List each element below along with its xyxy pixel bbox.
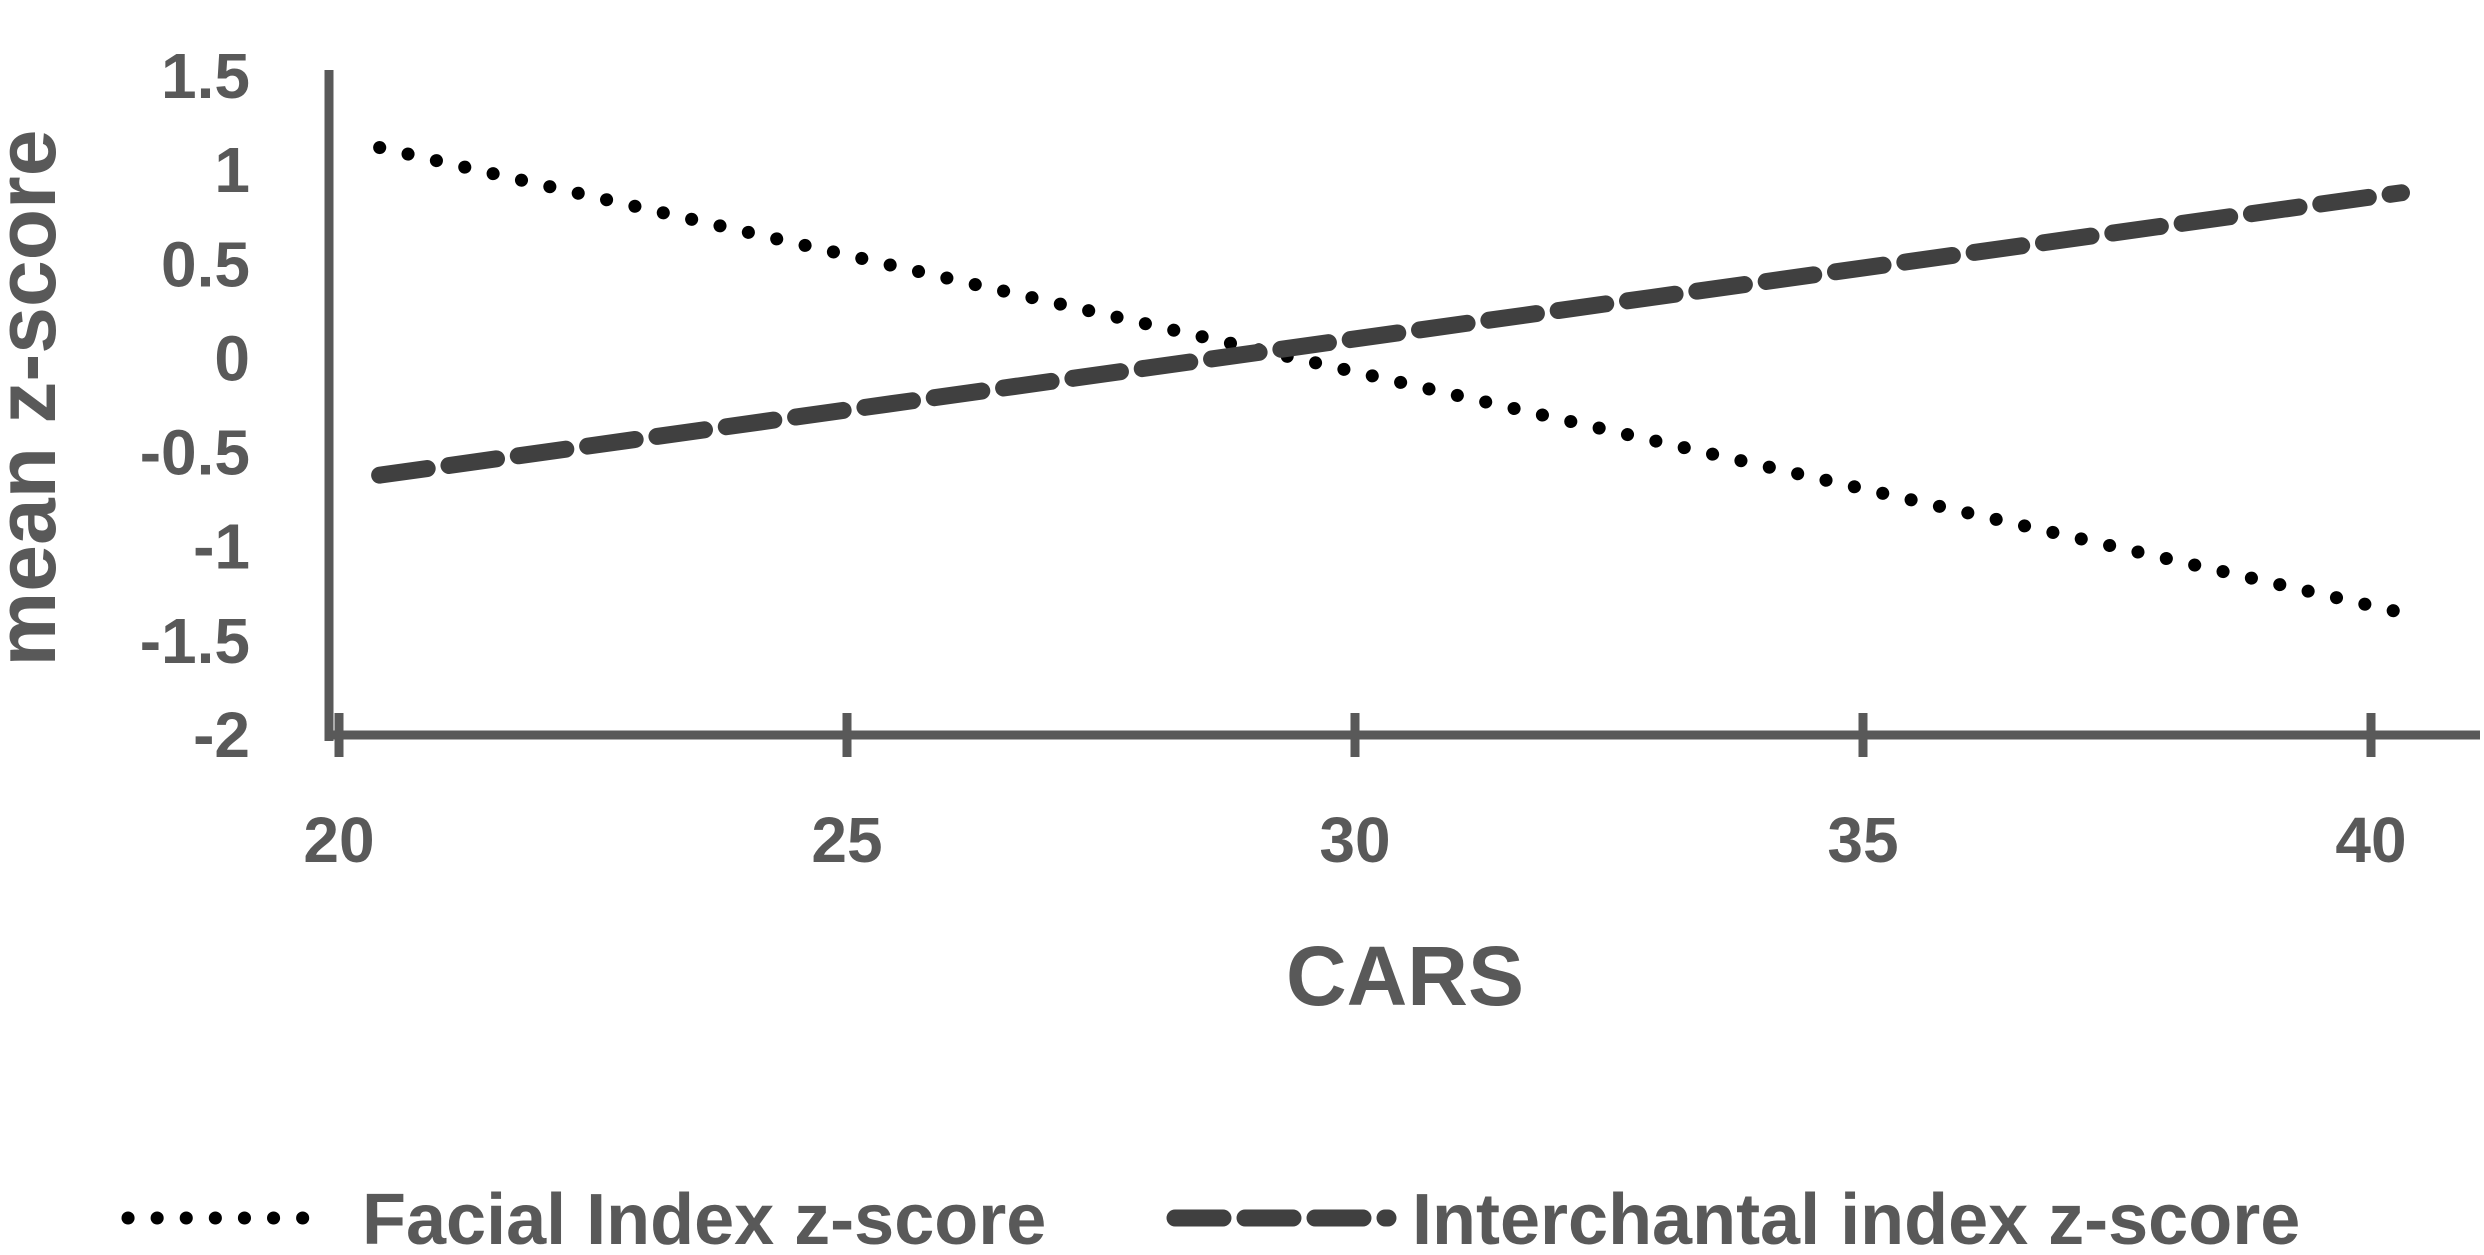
- legend-label-interchantal-index: Interchantal index z-score: [1412, 1180, 2300, 1255]
- y-tick-label: -2: [193, 699, 250, 771]
- series-line-facial-index: [373, 141, 2408, 620]
- x-tick-label: 20: [303, 804, 374, 876]
- legend-label-facial-index: Facial Index z-score: [362, 1180, 1046, 1255]
- x-tick-label: 35: [1827, 804, 1898, 876]
- x-axis-title: CARS: [1286, 929, 1524, 1023]
- legend-item-interchantal-index: Interchantal index z-score: [1166, 1180, 2300, 1255]
- series-layer: [371, 141, 2410, 620]
- x-tick-label: 40: [2335, 804, 2406, 876]
- y-tick-label: -1: [193, 511, 250, 583]
- y-tick-label: -1.5: [140, 605, 250, 677]
- y-tick-label: 0.5: [161, 228, 250, 300]
- x-tick-label: 30: [1319, 804, 1390, 876]
- y-tick-label: -0.5: [140, 417, 250, 489]
- legend: Facial Index z-score Interchantal index …: [121, 1180, 2300, 1255]
- y-tick-label: 1: [214, 134, 250, 206]
- y-tick-label: 0: [214, 322, 250, 394]
- y-axis-ticks: 1.5 1 0.5 0 -0.5 -1 -1.5 -2: [140, 40, 250, 771]
- legend-item-facial-index: Facial Index z-score: [121, 1180, 1046, 1255]
- series-line-interchantal-index: [371, 184, 2410, 484]
- x-tick-label: 25: [811, 804, 882, 876]
- y-axis-title: mean z-score: [0, 130, 73, 667]
- y-tick-label: 1.5: [161, 40, 250, 112]
